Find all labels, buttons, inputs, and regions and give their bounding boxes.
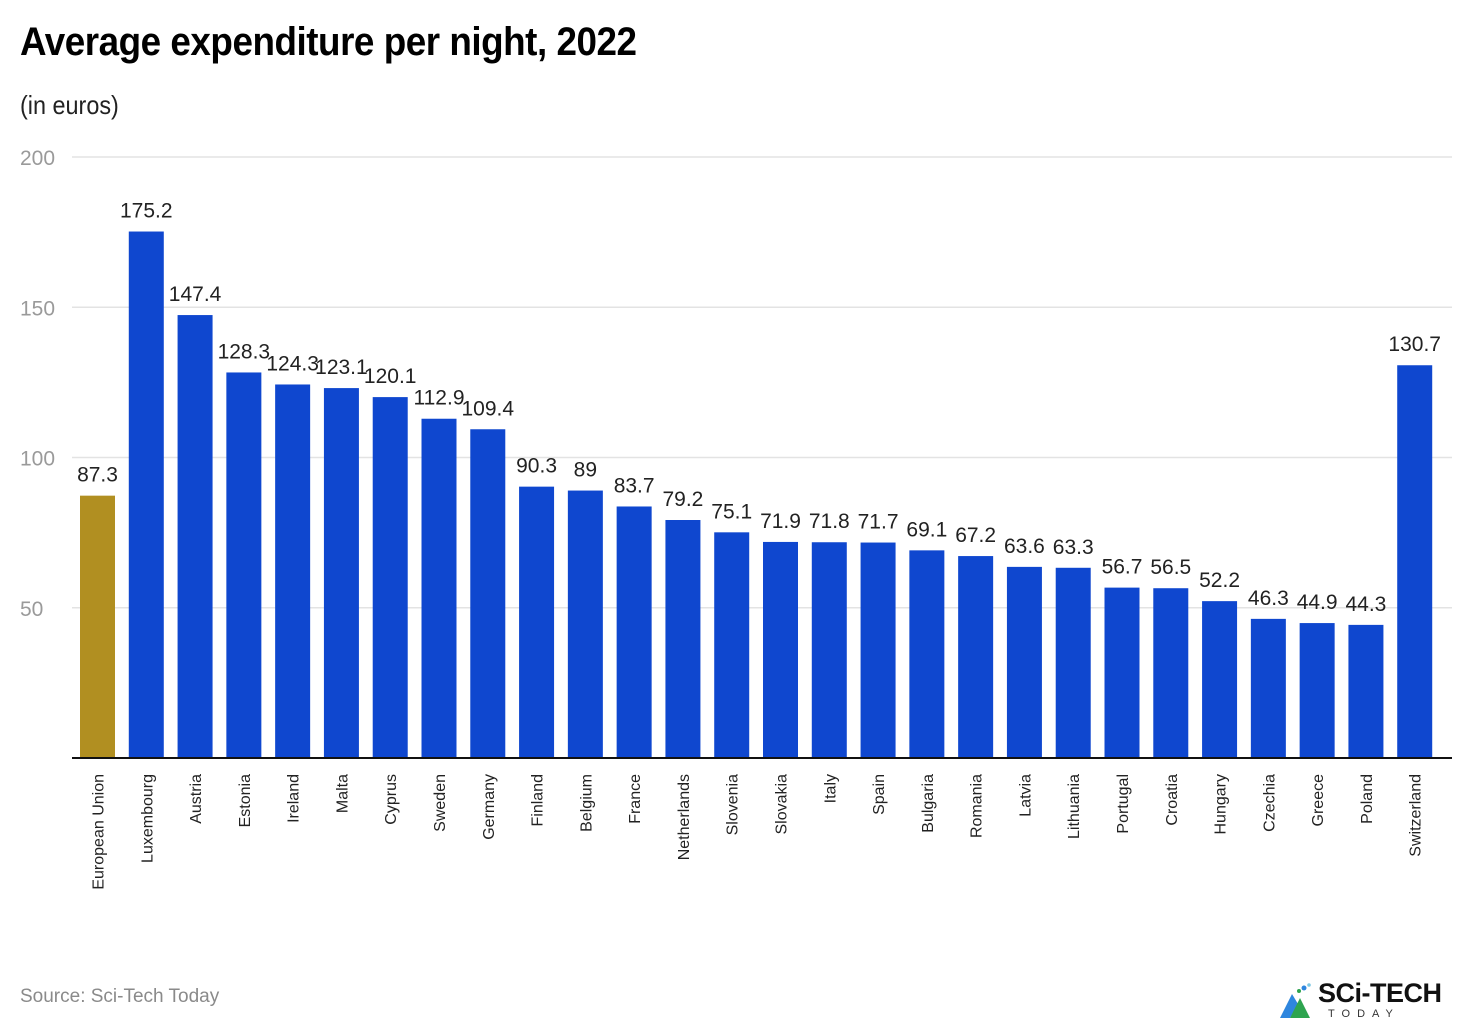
category-label: Germany: [481, 774, 498, 840]
value-label: 71.9: [760, 510, 801, 533]
bar-spain: [860, 542, 896, 758]
value-label: 175.2: [120, 200, 173, 223]
category-label: Austria: [188, 774, 205, 824]
source-note: Source: Sci-Tech Today: [20, 986, 220, 1007]
value-label: 124.3: [266, 352, 319, 375]
category-label: Czechia: [1261, 774, 1278, 832]
value-label: 120.1: [364, 365, 417, 388]
category-label: Slovakia: [774, 774, 791, 835]
bar-sweden: [421, 418, 457, 758]
value-label: 46.3: [1248, 587, 1289, 610]
category-labels: European Union Luxembourg Austria Estonia Ir…: [91, 774, 1425, 890]
value-label: 109.4: [462, 397, 515, 420]
bar-chart: 50 100 150 200 87.3 175.2 147.4 128.3124.3123.…: [20, 147, 1452, 890]
bar-germany: [470, 429, 506, 758]
bar-belgium: [567, 490, 603, 758]
bar-cyprus: [372, 397, 408, 758]
category-label: Netherlands: [676, 774, 693, 860]
value-label: 44.9: [1297, 591, 1338, 614]
value-label: 90.3: [516, 455, 557, 478]
bar-france: [616, 506, 652, 758]
category-label: Bulgaria: [920, 774, 937, 833]
value-label: 44.3: [1345, 593, 1386, 616]
category-label: Sweden: [432, 774, 449, 832]
y-tick-label: 100: [20, 448, 55, 471]
logo-text: SCi-TECH: [1318, 978, 1442, 1008]
bar-portugal: [1104, 587, 1140, 758]
logo-subtext: TODAY: [1328, 1008, 1400, 1020]
value-label: 52.2: [1199, 569, 1240, 592]
bar-switzerland: [1397, 365, 1433, 758]
category-label: France: [627, 774, 644, 824]
category-label: Hungary: [1213, 774, 1230, 834]
bar-bulgaria: [909, 550, 945, 758]
value-label: 147.4: [169, 283, 222, 306]
category-label: Malta: [334, 774, 351, 813]
category-label: Luxembourg: [139, 774, 156, 863]
bar-european-union: [80, 495, 115, 758]
y-tick-label: 50: [20, 598, 43, 621]
bar-netherlands: [665, 520, 701, 758]
bar-malta: [323, 388, 359, 758]
category-label: Estonia: [237, 774, 254, 827]
bar-croatia: [1153, 588, 1189, 758]
bar-finland: [519, 486, 555, 758]
bar-latvia: [1006, 566, 1042, 758]
value-label: 75.1: [711, 500, 752, 523]
value-label: 67.2: [955, 524, 996, 547]
sci-tech-today-logo: SCi-TECH TODAY: [1278, 978, 1458, 1024]
bar-greece: [1299, 623, 1335, 758]
value-label: 83.7: [614, 474, 655, 497]
logo-icon: [1280, 983, 1311, 1018]
category-label: European Union: [91, 774, 108, 890]
value-label: 63.6: [1004, 535, 1045, 558]
value-label: 69.1: [906, 518, 947, 541]
category-label: Belgium: [578, 774, 595, 832]
value-label: 71.8: [809, 510, 850, 533]
category-label: Switzerland: [1408, 774, 1425, 857]
chart-title: Average expenditure per night, 2022: [20, 20, 637, 64]
value-label: 56.5: [1150, 556, 1191, 579]
value-label: 123.1: [315, 356, 368, 379]
category-label: Croatia: [1164, 774, 1181, 826]
bar-estonia: [226, 372, 262, 758]
value-labels: 87.3175.2147.4128.3124.3123.1120.1112.91…: [77, 200, 1441, 616]
bars: [80, 231, 1433, 759]
value-label: 89: [574, 459, 597, 482]
category-label: Cyprus: [383, 774, 400, 825]
value-label: 56.7: [1102, 556, 1143, 579]
bar-luxembourg: [128, 231, 164, 759]
value-label: 112.9: [414, 387, 465, 410]
bar-czechia: [1250, 618, 1286, 758]
value-label: 128.3: [218, 340, 271, 363]
category-label: Greece: [1310, 774, 1327, 827]
category-label: Poland: [1359, 774, 1376, 824]
category-label: Italy: [822, 774, 839, 803]
bar-poland: [1348, 624, 1384, 758]
category-label: Slovenia: [725, 774, 742, 835]
category-label: Lithuania: [1066, 774, 1083, 839]
value-label: 71.7: [858, 511, 899, 534]
y-tick-label: 150: [20, 297, 55, 320]
value-label: 79.2: [662, 488, 703, 511]
category-label: Romania: [969, 774, 986, 838]
bar-ireland: [275, 384, 311, 758]
value-label: 130.7: [1388, 333, 1441, 356]
bar-hungary: [1202, 601, 1238, 758]
category-label: Portugal: [1115, 774, 1132, 834]
bar-italy: [811, 542, 847, 758]
bar-austria: [177, 315, 213, 758]
category-label: Finland: [530, 774, 547, 826]
bar-slovakia: [763, 541, 798, 758]
category-label: Latvia: [1017, 774, 1034, 817]
category-label: Spain: [871, 774, 888, 815]
value-label: 63.3: [1053, 536, 1094, 559]
bar-lithuania: [1055, 567, 1091, 758]
bar-slovenia: [714, 532, 750, 758]
bar-romania: [958, 556, 994, 758]
chart-subtitle: (in euros): [20, 90, 119, 120]
value-label: 87.3: [77, 464, 118, 487]
y-tick-label: 200: [20, 147, 55, 170]
category-label: Ireland: [286, 774, 303, 823]
